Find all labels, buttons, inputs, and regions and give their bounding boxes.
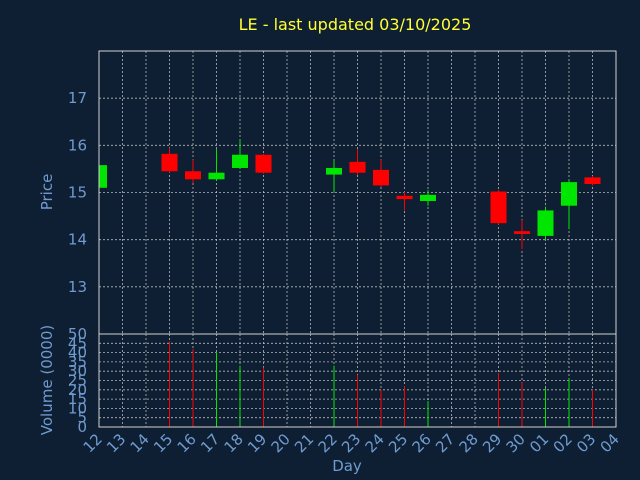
candle-body <box>99 165 107 188</box>
price-tick-label: 16 <box>68 136 87 154</box>
volume-axis-label: Volume (0000) <box>38 325 56 435</box>
x-tick-label: 26 <box>409 430 435 456</box>
price-tick-label: 13 <box>68 278 87 296</box>
x-tick-label: 04 <box>597 430 623 456</box>
candle-body <box>490 191 507 224</box>
x-tick-label: 01 <box>526 430 552 456</box>
price-tick-label: 15 <box>68 184 87 202</box>
candle <box>537 206 554 240</box>
volume-tick-label: 40 <box>68 344 87 362</box>
volume-panel-frame <box>98 333 617 428</box>
price-grid <box>99 51 616 334</box>
x-tick-label: 15 <box>150 430 176 456</box>
candle <box>208 149 225 181</box>
candle <box>373 159 389 187</box>
candle-body <box>232 154 248 168</box>
candle-body <box>537 210 554 236</box>
x-tick-label: 21 <box>291 430 317 456</box>
candle-body <box>255 154 272 173</box>
candle-body <box>584 177 601 185</box>
candle <box>514 219 530 250</box>
x-tick-label: 20 <box>268 430 294 456</box>
x-tick-label: 24 <box>362 430 388 456</box>
candle-body <box>161 153 178 172</box>
candle <box>255 153 272 174</box>
candle <box>98 164 107 191</box>
candle <box>584 175 601 186</box>
candle <box>490 190 507 225</box>
price-tick-labels: 13 14 15 16 17 <box>68 89 87 296</box>
volume-tick-label: 10 <box>68 399 87 417</box>
candle <box>561 179 577 230</box>
candle-body <box>561 182 577 206</box>
candle-body <box>208 172 225 180</box>
candle-body <box>514 231 530 235</box>
volume-tick-label: 25 <box>68 372 87 390</box>
candle-body <box>396 195 413 200</box>
x-tick-label: 13 <box>103 430 129 456</box>
candle-body <box>326 167 342 175</box>
volume-tick-label: 20 <box>68 381 87 399</box>
x-tick-labels: 1213141516171819202122232425262728293001… <box>80 430 623 456</box>
x-tick-label: 02 <box>550 430 576 456</box>
x-tick-label: 23 <box>338 430 364 456</box>
x-tick-label: 25 <box>385 430 411 456</box>
volume-tick-label: 0 <box>77 418 87 436</box>
candle <box>326 160 342 192</box>
x-tick-label: 18 <box>221 430 247 456</box>
candle-body <box>349 161 366 173</box>
x-tick-label: 16 <box>174 430 200 456</box>
x-tick-label: 28 <box>456 430 482 456</box>
volume-tick-label: 45 <box>68 334 87 352</box>
x-tick-label: 30 <box>503 430 529 456</box>
volume-tick-label: 15 <box>68 390 87 408</box>
price-axis-label: Price <box>38 174 56 211</box>
candle <box>349 149 366 175</box>
volume-tick-label: 5 <box>77 409 87 427</box>
candle <box>420 190 436 206</box>
candle-body <box>185 171 201 180</box>
x-tick-label: 14 <box>127 430 153 456</box>
x-tick-label: 27 <box>432 430 458 456</box>
x-tick-label: 17 <box>197 430 223 456</box>
x-tick-label: 03 <box>573 430 599 456</box>
candle-body <box>373 169 389 186</box>
price-tick-label: 17 <box>68 89 87 107</box>
x-tick-label: 19 <box>244 430 270 456</box>
chart-title: LE - last updated 03/10/2025 <box>239 15 472 34</box>
candle <box>161 147 178 173</box>
price-tick-label: 14 <box>68 231 87 249</box>
volume-bars <box>169 341 593 427</box>
x-tick-label: 22 <box>315 430 341 456</box>
candle-body <box>420 194 436 201</box>
volume-tick-label: 30 <box>68 362 87 380</box>
candle <box>232 139 248 169</box>
volume-tick-label: 35 <box>68 353 87 371</box>
volume-tick-label: 50 <box>68 325 87 343</box>
candle <box>185 159 201 184</box>
x-tick-label: 29 <box>479 430 505 456</box>
x-axis-label: Day <box>332 457 362 475</box>
candles <box>98 139 601 250</box>
candle <box>396 191 413 211</box>
